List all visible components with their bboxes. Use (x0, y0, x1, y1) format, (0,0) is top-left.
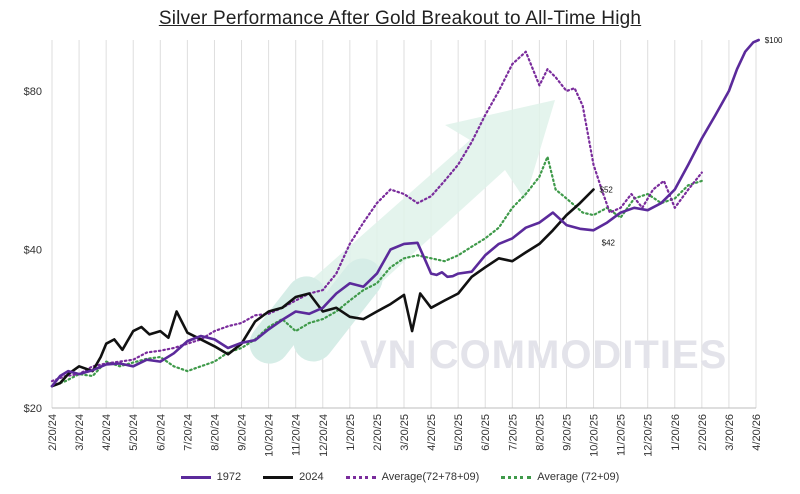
series-group (50, 38, 761, 388)
x-tick-label: 3/20/25 (399, 414, 411, 451)
watermark: VN COMMODITIES (249, 100, 727, 377)
x-tick-label: 7/20/25 (507, 414, 519, 451)
legend-item: Average(72+78+09) (345, 467, 480, 487)
x-tick-label: 4/20/24 (101, 414, 113, 451)
x-tick-label: 6/20/25 (480, 414, 492, 451)
series-line-average-72-78-09- (50, 50, 703, 383)
x-tick-label: 10/20/24 (264, 414, 276, 457)
watermark-bar-1 (249, 276, 327, 364)
y-tick-label: $40 (24, 245, 42, 257)
x-tick-label: 2/20/25 (372, 414, 384, 451)
legend-item: 1972 (180, 467, 242, 487)
x-tick-label: 8/20/25 (534, 414, 546, 451)
x-tick-label: 9/20/25 (561, 414, 573, 451)
x-tick-label: 4/20/26 (751, 414, 763, 451)
legend-swatch (180, 475, 211, 479)
legend-swatch (263, 475, 294, 479)
legend-swatch (501, 475, 532, 479)
legend-label: Average(72+78+09) (381, 471, 480, 483)
y-tick-label: $80 (24, 86, 42, 98)
series-line-2024 (50, 188, 595, 388)
legend: 1972 2024 Average(72+78+09) Average (72+09) (0, 467, 800, 487)
x-tick-label: 6/20/24 (155, 414, 167, 451)
end-label: $100 (765, 36, 783, 45)
series-line-average-72-09- (50, 155, 703, 388)
chart-title: Silver Performance After Gold Breakout t… (158, 8, 642, 29)
x-tick-label: 12/20/25 (643, 414, 655, 457)
series-line-1972 (50, 38, 761, 388)
x-tick-label: 1/20/25 (345, 414, 357, 451)
legend-label: Average (72+09) (537, 471, 620, 483)
legend-swatch (345, 475, 376, 479)
x-tick-label: 11/20/25 (616, 414, 628, 456)
legend-item: Average (72+09) (501, 467, 619, 487)
x-tick-label: 2/20/24 (47, 414, 59, 451)
annotations: $100 $52 $42 (600, 36, 784, 248)
dip-label: $42 (602, 239, 616, 248)
x-tick-label: 9/20/24 (237, 414, 249, 451)
x-tick-label: 3/20/26 (724, 414, 736, 451)
x-tick-label: 3/20/24 (74, 414, 86, 451)
x-axis: 2/20/24 3/20/24 4/20/24 5/20/24 6/20/24 7/20/… (47, 414, 763, 457)
x-tick-label: 5/20/25 (453, 414, 465, 451)
x-tick-label: 7/20/24 (182, 414, 194, 451)
watermark-text: VN COMMODITIES (360, 333, 727, 377)
x-tick-label: 12/20/24 (318, 414, 330, 457)
x-tick-label: 5/20/24 (128, 414, 140, 451)
x-tick-label: 10/20/25 (589, 414, 601, 457)
legend-label: 1972 (216, 471, 242, 483)
y-tick-label: $20 (24, 403, 42, 415)
x-tick-label: 1/20/26 (670, 414, 682, 451)
x-tick-label: 8/20/24 (209, 414, 221, 451)
x-tick-label: 2/20/26 (697, 414, 709, 451)
x-tick-label: 11/20/24 (291, 414, 303, 456)
legend-label: 2024 (299, 471, 324, 483)
y-axis: $20 $40 $80 (24, 86, 42, 415)
x-tick-label: 4/20/25 (426, 414, 438, 451)
legend-item: 2024 (263, 467, 324, 487)
end-label: $52 (600, 186, 614, 195)
